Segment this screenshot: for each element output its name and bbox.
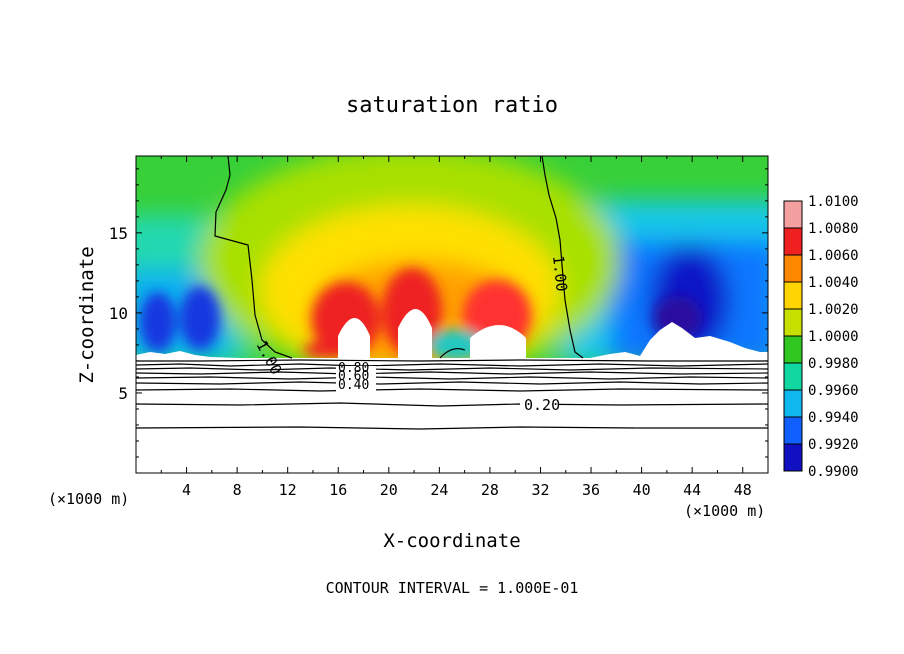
y-axis-ticks: 5 10 15 [109,168,768,458]
colorbar-band [784,417,802,445]
x-tick-label: 20 [380,481,398,499]
x-tick-label: 44 [683,481,701,499]
x-axis-ticks: 4 8 12 16 20 24 28 32 36 40 44 48 [160,156,752,499]
x-tick-label: 4 [182,481,191,499]
y-tick-label: 15 [109,224,128,243]
colorbar-tick-label: 1.0080 [808,221,859,237]
x-tick-label: 24 [430,481,448,499]
colorbar-tick-label: 1.0020 [808,302,859,318]
x-axis-unit-right: (×1000 m) [684,502,765,520]
colorbar-band [784,363,802,391]
contour-lines [136,156,768,430]
colorbar-tick-label: 0.9940 [808,410,859,426]
heatmap-field [136,156,768,473]
plot-frame [135,155,769,474]
y-tick-label: 10 [109,304,128,323]
x-tick-label: 16 [329,481,347,499]
contour-label-2: 1.00 [549,255,571,293]
colorbar-band [784,390,802,418]
colorbar-tick-label: 1.0040 [808,275,859,291]
colorbar-band [784,255,802,283]
colorbar-tick-label: 1.0100 [808,194,859,210]
contour-label-3: 0.80 [338,361,369,376]
colorbar-band [784,228,802,256]
contour-label-4: 0.60 [338,369,369,384]
colorbar-band [784,201,802,229]
contour-label-6: 0.20 [524,396,560,414]
x-tick-label: 48 [734,481,752,499]
x-tick-label: 28 [481,481,499,499]
colorbar-band [784,309,802,337]
contour-interval-note: CONTOUR INTERVAL = 1.000E-01 [326,579,579,597]
x-axis-label: X-coordinate [383,530,520,552]
colorbar-band [784,282,802,310]
colorbar-band [784,336,802,364]
x-tick-label: 32 [531,481,549,499]
colorbar-band [784,444,802,472]
y-tick-label: 5 [118,384,128,403]
colorbar-tick-label: 0.9900 [808,464,859,480]
colorbar-tick-label: 1.0000 [808,329,859,345]
x-tick-label: 12 [279,481,297,499]
colorbar-tick-label: 0.9920 [808,437,859,453]
colorbar-tick-label: 0.9960 [808,383,859,399]
chart-title: saturation ratio [346,93,558,118]
contour-label-5: 0.40 [338,378,369,393]
x-axis-unit-left: (×1000 m) [48,490,129,508]
x-tick-label: 36 [582,481,600,499]
x-tick-label: 8 [233,481,242,499]
x-tick-label: 40 [633,481,651,499]
colorbar-tick-label: 0.9980 [808,356,859,372]
y-axis-label: Z-coordinate [76,246,98,383]
colorbar-tick-label: 1.0060 [808,248,859,264]
colorbar: 1.0100 1.0080 1.0060 1.0040 1.0020 1.0000 0.99… [783,194,859,480]
